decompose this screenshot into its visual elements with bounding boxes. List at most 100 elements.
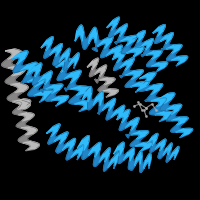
Polygon shape	[172, 117, 188, 125]
Polygon shape	[100, 78, 115, 85]
Polygon shape	[126, 70, 143, 79]
Polygon shape	[126, 123, 140, 138]
Polygon shape	[112, 50, 126, 63]
Polygon shape	[170, 147, 179, 159]
Polygon shape	[33, 70, 44, 85]
Polygon shape	[167, 110, 180, 121]
Polygon shape	[87, 58, 98, 70]
Polygon shape	[5, 74, 21, 84]
Polygon shape	[16, 119, 30, 128]
Polygon shape	[117, 110, 130, 123]
Polygon shape	[135, 151, 142, 166]
Polygon shape	[29, 63, 68, 106]
Polygon shape	[77, 136, 89, 151]
Polygon shape	[166, 104, 182, 114]
Polygon shape	[71, 86, 90, 95]
Polygon shape	[90, 64, 100, 77]
Polygon shape	[82, 87, 125, 120]
Polygon shape	[155, 139, 166, 151]
Polygon shape	[139, 72, 174, 122]
Polygon shape	[121, 41, 134, 54]
Polygon shape	[139, 79, 154, 91]
Polygon shape	[135, 37, 146, 49]
Polygon shape	[155, 111, 174, 120]
Polygon shape	[68, 53, 79, 67]
Polygon shape	[107, 17, 144, 59]
Polygon shape	[46, 89, 60, 101]
Polygon shape	[133, 31, 168, 72]
Polygon shape	[64, 54, 72, 70]
Polygon shape	[41, 37, 53, 50]
Polygon shape	[53, 49, 63, 66]
Polygon shape	[16, 99, 31, 107]
Polygon shape	[104, 153, 112, 171]
Polygon shape	[127, 47, 144, 56]
Polygon shape	[117, 110, 153, 152]
Polygon shape	[114, 56, 127, 70]
Polygon shape	[71, 145, 85, 158]
Polygon shape	[131, 81, 149, 90]
Polygon shape	[46, 124, 85, 160]
Polygon shape	[65, 77, 80, 91]
Polygon shape	[114, 142, 151, 172]
Polygon shape	[28, 77, 46, 87]
Polygon shape	[95, 70, 107, 83]
Polygon shape	[103, 89, 118, 96]
Polygon shape	[82, 143, 93, 159]
Polygon shape	[21, 127, 37, 135]
Polygon shape	[66, 144, 76, 160]
Polygon shape	[120, 63, 134, 78]
Polygon shape	[34, 90, 53, 100]
Polygon shape	[124, 148, 134, 161]
Polygon shape	[87, 58, 118, 97]
Polygon shape	[48, 130, 60, 144]
Polygon shape	[69, 93, 86, 104]
Polygon shape	[20, 62, 37, 75]
Polygon shape	[12, 51, 53, 102]
Polygon shape	[82, 32, 90, 49]
Polygon shape	[56, 59, 94, 112]
Polygon shape	[46, 84, 63, 93]
Polygon shape	[99, 148, 110, 163]
Polygon shape	[97, 36, 113, 49]
Polygon shape	[140, 72, 156, 84]
Polygon shape	[143, 153, 151, 169]
Polygon shape	[160, 99, 174, 111]
Polygon shape	[39, 71, 52, 84]
Polygon shape	[119, 116, 131, 130]
Polygon shape	[102, 99, 115, 111]
Polygon shape	[130, 136, 145, 146]
Polygon shape	[111, 105, 125, 118]
Polygon shape	[120, 58, 134, 70]
Polygon shape	[133, 31, 145, 42]
Polygon shape	[163, 143, 172, 156]
Polygon shape	[54, 132, 68, 144]
Polygon shape	[77, 136, 119, 171]
Polygon shape	[115, 30, 128, 44]
Polygon shape	[41, 37, 79, 70]
Polygon shape	[2, 57, 17, 68]
Polygon shape	[158, 144, 167, 159]
Polygon shape	[95, 65, 106, 76]
Polygon shape	[108, 152, 119, 168]
Polygon shape	[13, 58, 28, 72]
Polygon shape	[23, 141, 39, 149]
Polygon shape	[151, 98, 169, 106]
Polygon shape	[7, 91, 24, 101]
Polygon shape	[125, 75, 140, 87]
Polygon shape	[57, 66, 72, 80]
Polygon shape	[13, 99, 39, 151]
Polygon shape	[8, 66, 25, 76]
Polygon shape	[46, 124, 60, 137]
Polygon shape	[51, 96, 68, 104]
Polygon shape	[94, 149, 103, 166]
Polygon shape	[75, 25, 84, 41]
Polygon shape	[98, 83, 112, 91]
Polygon shape	[56, 59, 72, 72]
Polygon shape	[28, 83, 43, 96]
Polygon shape	[153, 25, 165, 36]
Polygon shape	[147, 56, 159, 67]
Polygon shape	[171, 122, 185, 132]
Polygon shape	[128, 154, 137, 170]
Polygon shape	[135, 142, 153, 150]
